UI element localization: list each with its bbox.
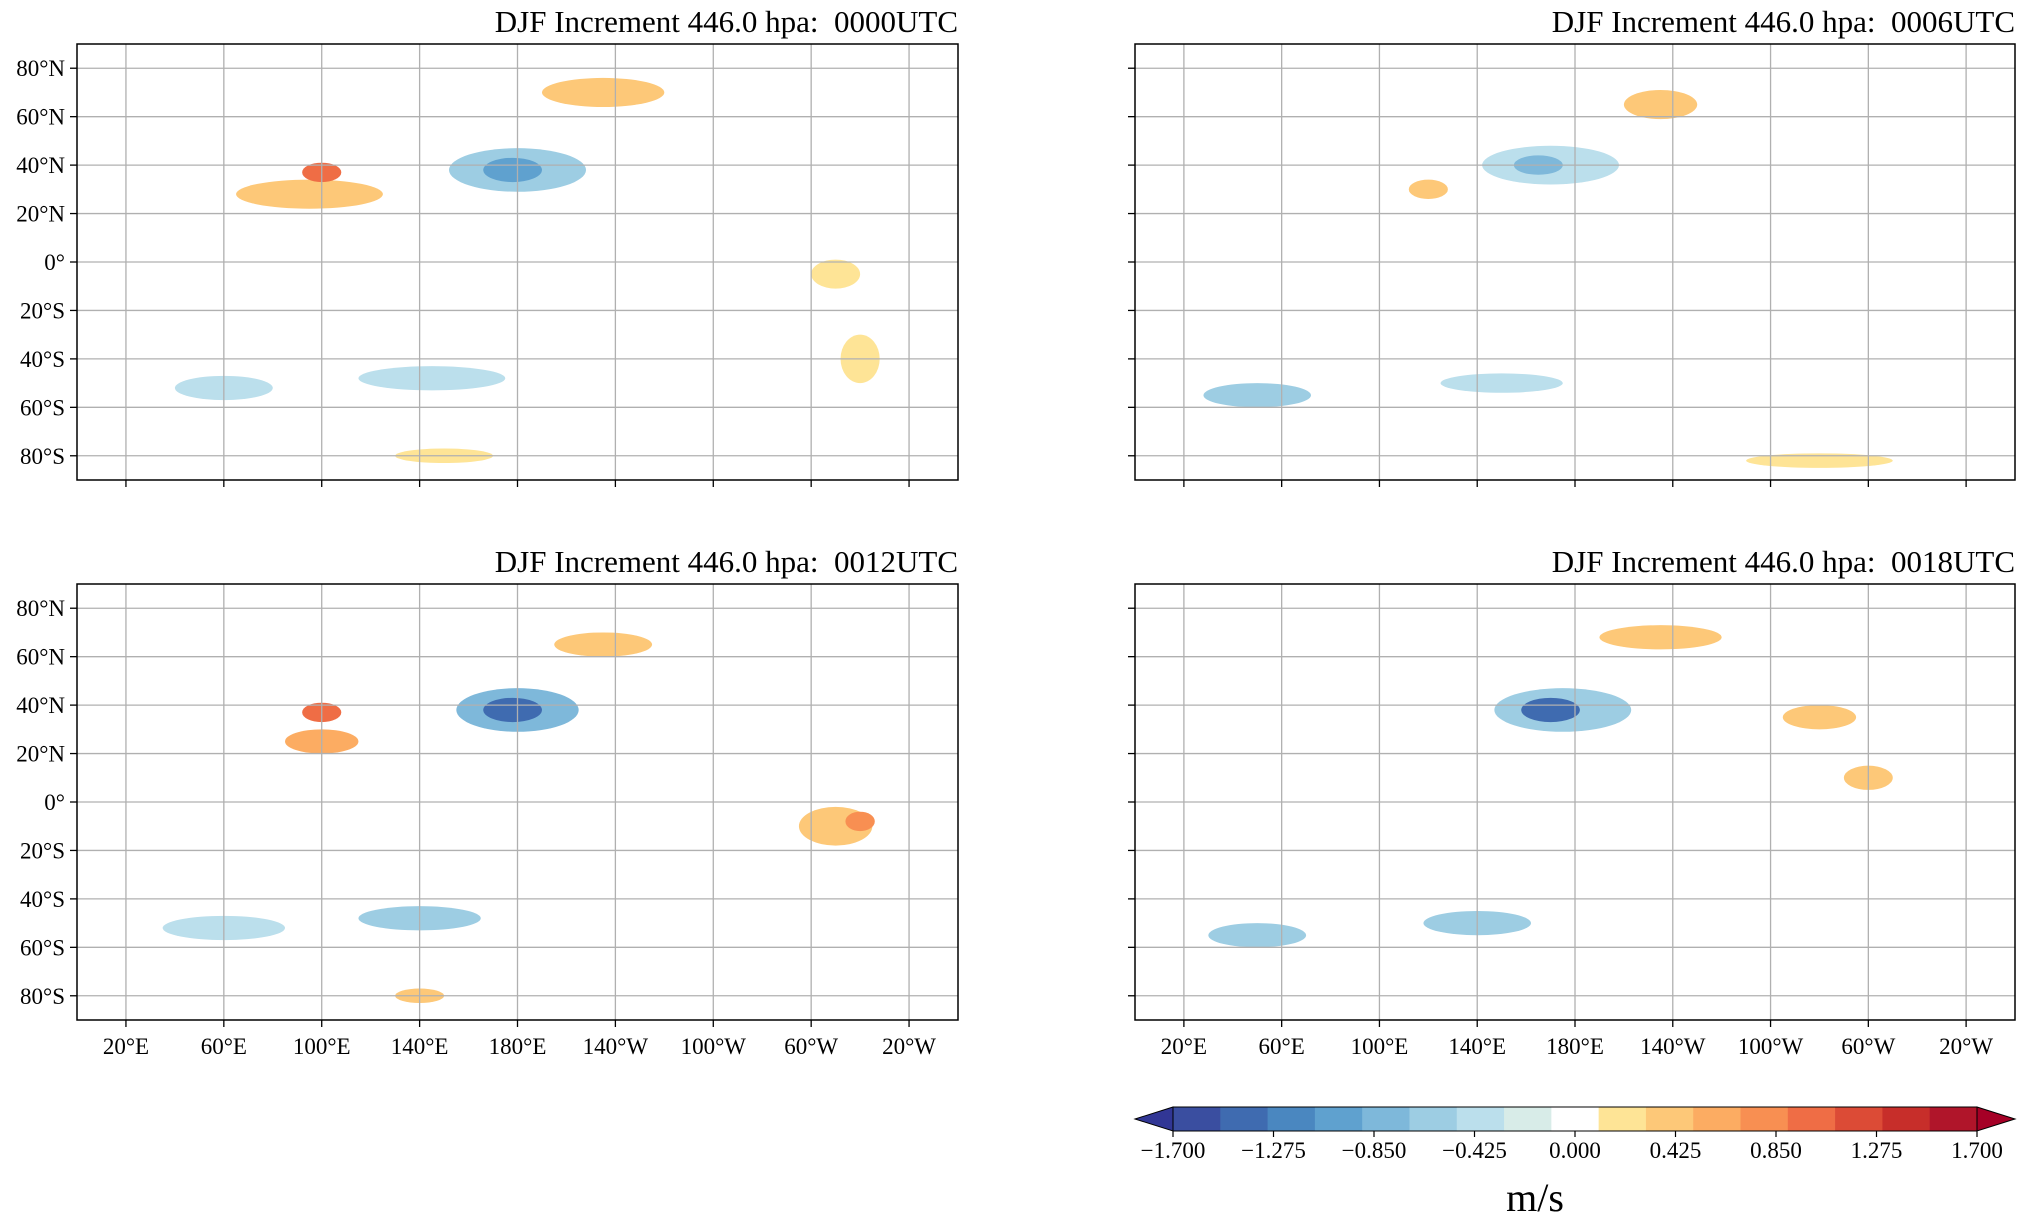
map-frame — [76, 583, 959, 1021]
colorbar-tick-label: 1.700 — [1951, 1138, 2003, 1163]
colorbar-tick-label: 0.850 — [1750, 1138, 1802, 1163]
panel-title: DJF Increment 446.0 hpa: 0012UTC — [495, 544, 958, 579]
y-tick-label: 60°S — [20, 395, 65, 420]
colorbar-cell — [1456, 1107, 1505, 1131]
x-tick-label: 100°E — [1351, 1034, 1409, 1059]
contour-blob — [236, 179, 383, 209]
y-tick-label: 60°N — [16, 645, 65, 670]
contour-blob — [1782, 705, 1857, 730]
colorbar-tick-label: 0.425 — [1650, 1138, 1702, 1163]
colorbar-cell — [1220, 1107, 1269, 1131]
colorbar-tick-label: −1.700 — [1141, 1138, 1206, 1163]
colorbar-cell — [1267, 1107, 1316, 1131]
map-frame — [76, 43, 959, 481]
colorbar-cell — [1645, 1107, 1694, 1131]
x-tick-label: 20°W — [1939, 1034, 1993, 1059]
contour-blob — [483, 697, 542, 723]
colorbar-cell — [1504, 1107, 1552, 1131]
colorbar-cell — [1835, 1107, 1883, 1131]
x-tick-label: 20°W — [882, 1034, 936, 1059]
y-tick-label: 0° — [44, 250, 65, 275]
x-tick-label: 60°E — [1259, 1034, 1305, 1059]
contour-blob — [811, 259, 861, 289]
y-tick-label: 20°N — [16, 202, 65, 227]
contour-blob — [1746, 453, 1893, 468]
contour-blob — [1599, 625, 1722, 650]
contour-blob — [1623, 90, 1698, 120]
y-tick-label: 0° — [44, 790, 65, 815]
colorbar-cell — [1314, 1107, 1363, 1131]
contour-blob — [1208, 923, 1307, 948]
contour-blob — [1203, 383, 1311, 408]
contour-blob — [845, 811, 875, 832]
colorbar-tick-label: 1.275 — [1851, 1138, 1903, 1163]
colorbar-cell — [1598, 1107, 1647, 1131]
y-tick-label: 40°N — [16, 153, 65, 178]
x-tick-label: 20°E — [1161, 1034, 1207, 1059]
x-tick-label: 140°E — [1448, 1034, 1506, 1059]
contour-blob — [1521, 697, 1580, 723]
colorbar-cell — [1693, 1107, 1742, 1131]
x-tick-label: 140°E — [391, 1034, 449, 1059]
x-tick-label: 60°E — [201, 1034, 247, 1059]
colorbar-under — [1133, 1106, 1174, 1132]
colorbar-tick-label: 0.000 — [1549, 1138, 1601, 1163]
x-tick-label: 100°W — [1738, 1034, 1804, 1059]
x-tick-label: 140°W — [583, 1034, 649, 1059]
y-tick-label: 20°N — [16, 742, 65, 767]
panel-title: DJF Increment 446.0 hpa: 0000UTC — [495, 4, 958, 39]
contour-blob — [483, 157, 542, 183]
y-tick-label: 40°N — [16, 693, 65, 718]
y-tick-label: 80°N — [16, 56, 65, 81]
x-tick-label: 140°W — [1640, 1034, 1706, 1059]
colorbar-cell — [1929, 1107, 1978, 1131]
y-tick-label: 40°S — [20, 347, 65, 372]
contour-blob — [541, 77, 665, 107]
colorbar-cell — [1787, 1107, 1836, 1131]
panel-title: DJF Increment 446.0 hpa: 0006UTC — [1552, 4, 2015, 39]
y-tick-label: 60°S — [20, 935, 65, 960]
x-tick-label: 20°E — [103, 1034, 149, 1059]
y-tick-label: 20°S — [20, 838, 65, 863]
x-tick-label: 60°W — [1841, 1034, 1895, 1059]
y-tick-label: 20°S — [20, 298, 65, 323]
y-tick-label: 40°S — [20, 887, 65, 912]
x-tick-label: 180°E — [489, 1034, 547, 1059]
x-tick-label: 100°W — [681, 1034, 747, 1059]
colorbar-cell — [1882, 1107, 1931, 1131]
colorbar-tick-label: −1.275 — [1241, 1138, 1306, 1163]
colorbar-cell — [1409, 1107, 1458, 1131]
map-frame — [1134, 583, 2016, 1021]
colorbar-cell — [1173, 1107, 1221, 1131]
x-tick-label: 180°E — [1546, 1034, 1604, 1059]
contour-blob — [554, 632, 653, 657]
colorbar-tick-label: −0.425 — [1442, 1138, 1507, 1163]
colorbar-label: m/s — [1506, 1175, 1564, 1220]
contour-blob — [358, 366, 506, 391]
y-tick-label: 80°S — [20, 984, 65, 1009]
colorbar-tick-label: −0.850 — [1342, 1138, 1407, 1163]
colorbar-cell — [1362, 1107, 1410, 1131]
x-tick-label: 60°W — [784, 1034, 838, 1059]
colorbar-cell — [1551, 1107, 1600, 1131]
colorbar-cell — [1740, 1107, 1789, 1131]
x-tick-label: 100°E — [293, 1034, 351, 1059]
contour-blob — [1408, 179, 1448, 200]
contour-blob — [1440, 373, 1563, 393]
y-tick-label: 80°S — [20, 444, 65, 469]
y-tick-label: 80°N — [16, 596, 65, 621]
y-tick-label: 60°N — [16, 105, 65, 130]
colorbar-over — [1976, 1106, 2017, 1132]
panel-title: DJF Increment 446.0 hpa: 0018UTC — [1552, 544, 2015, 579]
map-frame — [1134, 43, 2016, 481]
